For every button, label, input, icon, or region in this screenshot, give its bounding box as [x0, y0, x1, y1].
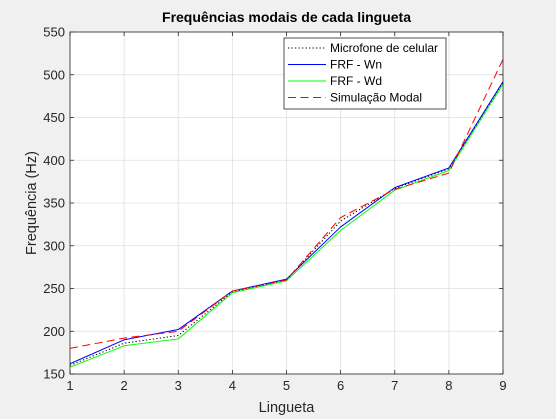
legend-label-4: Simulação Modal [330, 91, 422, 105]
legend-box [283, 37, 447, 110]
legend: Microfone de celular FRF - Wn FRF - Wd Simu… [283, 37, 447, 110]
legend-items: Microfone de celular FRF - Wn FRF - Wd Simu… [288, 41, 438, 105]
y-tick-label: 350 [43, 196, 65, 211]
legend-label-3: FRF - Wd [330, 74, 382, 88]
y-tick-label: 300 [43, 238, 65, 253]
y-tick-label: 200 [43, 324, 65, 339]
x-axis-label: Lingueta [259, 400, 316, 416]
y-tick-label: 150 [43, 367, 65, 382]
y-tick-label: 550 [43, 25, 65, 40]
series-lines [69, 59, 504, 368]
axis-ticks: 1 2 3 4 5 6 7 8 9 150 200 250 300 350 400 450 500 550 [43, 25, 506, 394]
y-axis-label: Frequência (Hz) [24, 151, 40, 255]
x-tick-label: 4 [229, 378, 236, 393]
series-line-4 [69, 59, 504, 349]
x-tick-label: 1 [66, 378, 73, 393]
x-tick-label: 8 [445, 378, 452, 393]
series-line-2 [69, 81, 504, 365]
legend-label-1: Microfone de celular [330, 41, 438, 55]
x-tick-label: 5 [283, 378, 290, 393]
x-tick-label: 7 [391, 378, 398, 393]
y-tick-label: 400 [43, 153, 65, 168]
legend-label-2: FRF - Wn [330, 58, 382, 72]
x-tick-label: 9 [499, 378, 506, 393]
y-tick-label: 250 [43, 281, 65, 296]
y-tick-label: 500 [43, 67, 65, 82]
series-line-3 [69, 83, 504, 368]
x-tick-label: 6 [337, 378, 344, 393]
x-tick-label: 3 [175, 378, 182, 393]
chart-title: Frequências modais de cada lingueta [162, 9, 411, 25]
y-tick-label: 450 [43, 110, 65, 125]
x-tick-label: 2 [121, 378, 128, 393]
